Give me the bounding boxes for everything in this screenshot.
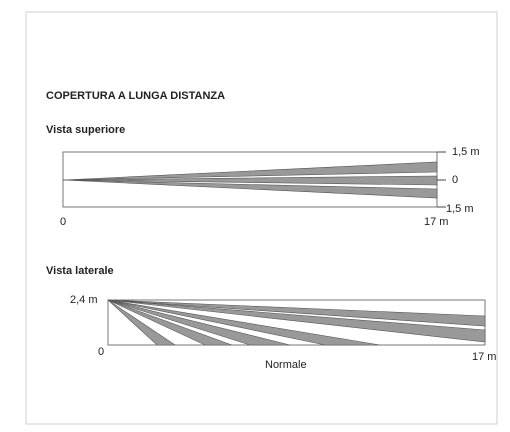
- side-x-end-label: 17 m: [472, 351, 496, 363]
- side-x-start-label: 0: [98, 346, 104, 358]
- title: COPERTURA A LUNGA DISTANZA: [46, 90, 225, 102]
- side-view-title: Vista laterale: [46, 265, 114, 277]
- bottom-right-label: 1,5 m: [446, 203, 474, 215]
- height-label: 2,4 m: [70, 294, 98, 306]
- x-start-label: 0: [60, 216, 66, 228]
- top-right-label: 1,5 m: [452, 146, 480, 158]
- top-view-diagram: [62, 151, 446, 208]
- side-view-diagram: [107, 299, 486, 346]
- frame: [25, 11, 498, 425]
- side-x-label: Normale: [265, 359, 307, 371]
- top-view-title: Vista superiore: [46, 124, 125, 136]
- mid-right-label: 0: [452, 174, 458, 186]
- x-end-label: 17 m: [424, 216, 448, 228]
